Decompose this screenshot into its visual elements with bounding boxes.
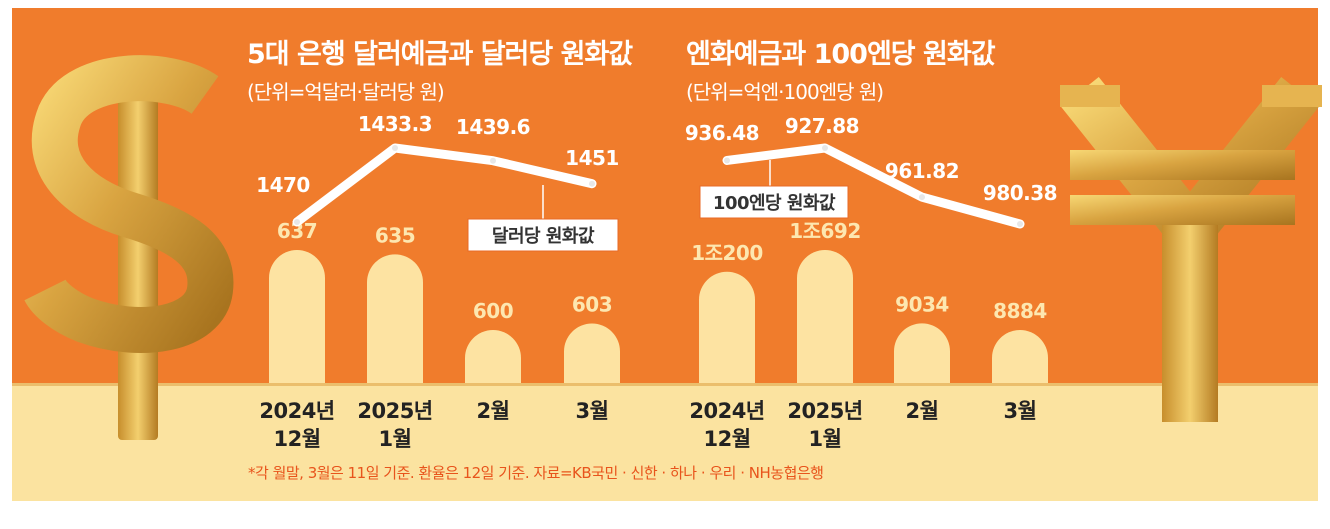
line-point <box>1017 221 1023 227</box>
chart-title-jpy: 엔화예금과 100엔당 원화값 <box>686 39 996 70</box>
line-value-label: 936.48 <box>685 121 759 145</box>
bar-value-label: 635 <box>375 223 415 247</box>
bar-value-label: 603 <box>572 293 612 317</box>
line-value-label: 1439.6 <box>456 115 530 139</box>
category-label: 1월 <box>809 427 842 451</box>
yen-sign-icon <box>1060 77 1322 422</box>
bar <box>992 330 1048 383</box>
bar-value-label: 1조200 <box>691 241 763 265</box>
line-point <box>724 157 730 164</box>
category-label: 2025년 <box>787 399 862 423</box>
dollar-sign-icon <box>24 55 234 440</box>
category-label: 2024년 <box>689 399 764 423</box>
line-value-label: 1451 <box>565 146 619 170</box>
category-label: 2월 <box>477 399 510 423</box>
category-label: 3월 <box>576 399 609 423</box>
legend-label: 100엔당 원화값 <box>713 193 836 214</box>
legend-label: 달러당 원화값 <box>492 226 595 247</box>
category-label: 3월 <box>1004 399 1037 423</box>
line-value-label: 927.88 <box>785 114 859 138</box>
bar-value-label: 1조692 <box>789 219 861 243</box>
footnote: *각 월말, 3월은 11일 기준. 환율은 12일 기준. 자료=KB국민 ·… <box>248 464 824 482</box>
chart-title-usd: 5대 은행 달러예금과 달러당 원화값 <box>247 39 633 70</box>
bar <box>269 250 325 383</box>
line-point <box>589 180 595 187</box>
band-shadow <box>12 383 1318 386</box>
line-series <box>722 143 1025 229</box>
legend-box <box>467 218 619 252</box>
legend-box <box>699 185 849 219</box>
line-series <box>292 143 597 227</box>
bar <box>367 254 423 383</box>
bar <box>564 323 620 383</box>
bar <box>797 250 853 383</box>
bar-value-label: 8884 <box>993 299 1047 323</box>
category-label: 2025년 <box>357 399 432 423</box>
bar <box>699 271 755 383</box>
category-label: 2024년 <box>259 399 334 423</box>
category-label: 12월 <box>703 427 750 451</box>
category-label: 2월 <box>906 399 939 423</box>
line-point <box>294 219 300 225</box>
line-value-label: 1433.3 <box>358 112 432 136</box>
bottom-band <box>12 383 1318 501</box>
bar-value-label: 9034 <box>895 292 949 316</box>
line-point <box>919 194 925 201</box>
line-point <box>490 157 496 164</box>
bar <box>894 323 950 383</box>
chart-subtitle-jpy: (단위=억엔·100엔당 원) <box>686 80 884 104</box>
line-point <box>392 145 398 151</box>
bar-value-label: 600 <box>473 299 513 323</box>
chart-subtitle-usd: (단위=억달러·달러당 원) <box>247 80 445 104</box>
category-label: 1월 <box>379 427 412 451</box>
line-point <box>822 145 828 151</box>
bar <box>465 330 521 383</box>
line-value-label: 980.38 <box>983 181 1057 205</box>
category-label: 12월 <box>273 427 320 451</box>
line-value-label: 961.82 <box>885 159 959 183</box>
line-value-label: 1470 <box>256 173 310 197</box>
